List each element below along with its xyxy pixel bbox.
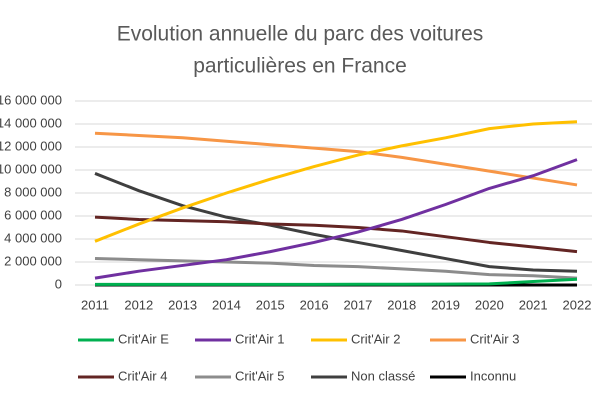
legend-label: Crit'Air 2: [351, 331, 400, 346]
legend-label: Crit'Air 4: [118, 368, 167, 383]
chart-title: Evolution annuelle du parc des voitures: [117, 23, 484, 46]
series-line: [94, 215, 578, 254]
x-tick-label: 2015: [256, 297, 285, 312]
x-tick-label: 2021: [519, 297, 548, 312]
y-tick-label: 12 000 000: [0, 138, 62, 153]
x-tick-label: 2014: [212, 297, 241, 312]
x-tick-label: 2017: [343, 297, 372, 312]
series-line: [94, 257, 578, 280]
x-tick-label: 2012: [124, 297, 153, 312]
x-tick-label: 2020: [475, 297, 504, 312]
legend-label: Crit'Air E: [118, 331, 169, 346]
x-tick-label: 2013: [168, 297, 197, 312]
y-tick-label: 14 000 000: [0, 115, 62, 130]
y-tick-label: 4 000 000: [4, 230, 62, 245]
series-line: [94, 158, 578, 280]
y-tick-label: 0: [55, 276, 62, 291]
x-tick-label: 2011: [81, 297, 109, 312]
series-line: [94, 172, 578, 273]
legend-label: Non classé: [351, 368, 415, 383]
y-tick-label: 2 000 000: [4, 253, 62, 268]
y-tick-label: 6 000 000: [4, 207, 62, 222]
x-tick-label: 2018: [387, 297, 416, 312]
y-tick-label: 10 000 000: [0, 161, 62, 176]
legend-label: Crit'Air 1: [235, 331, 284, 346]
legend-label: Inconnu: [470, 368, 516, 383]
x-tick-label: 2019: [431, 297, 460, 312]
y-tick-label: 16 000 000: [0, 92, 62, 107]
series-line: [94, 131, 578, 187]
x-tick-label: 2022: [563, 297, 592, 312]
series-line: [94, 120, 578, 243]
legend-label: Crit'Air 5: [235, 368, 284, 383]
legend-label: Crit'Air 3: [470, 331, 519, 346]
y-tick-label: 8 000 000: [4, 184, 62, 199]
x-tick-label: 2016: [300, 297, 329, 312]
series-line: [95, 277, 578, 286]
chart-title: particulières en France: [193, 55, 407, 78]
